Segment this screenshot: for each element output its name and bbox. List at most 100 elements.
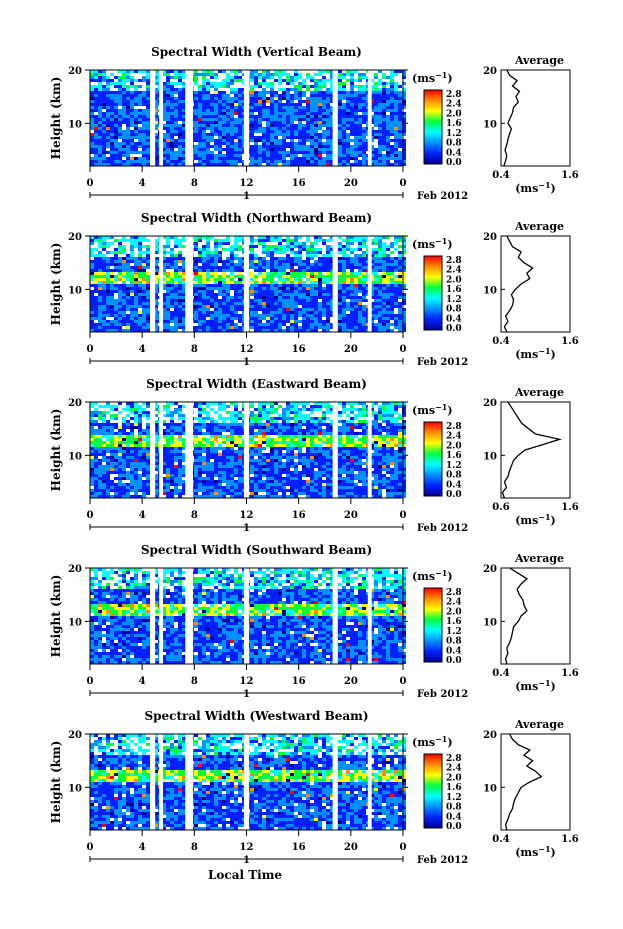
colorbar-tick-label: 0.4 <box>446 148 462 158</box>
profile-x-tick-label: 1.6 <box>561 336 578 347</box>
profile-title: Average <box>514 386 564 399</box>
x-tick-label: 12 <box>240 510 254 521</box>
panel-title: Spectral Width (Vertical Beam) <box>151 45 362 59</box>
x-tick-label: 0 <box>400 842 407 853</box>
profile-frame <box>500 733 571 831</box>
colorbar-tick-label: 1.2 <box>446 793 462 803</box>
profile-x-tick-label: 1.6 <box>561 502 578 513</box>
x-tick-label: 0 <box>87 344 94 355</box>
panel-title: Spectral Width (Westward Beam) <box>144 709 368 723</box>
profile-frame <box>500 567 571 665</box>
x-tick-label: 20 <box>344 842 358 853</box>
data-gap <box>243 568 250 664</box>
colorbar-tick-label: 0.8 <box>446 305 462 315</box>
y-tick-label: 10 <box>68 617 82 628</box>
colorbar-tick-label: 2.4 <box>446 764 462 774</box>
panel-2: Spectral Width (Northward Beam)2010Heigh… <box>49 211 579 368</box>
profile-y-tick-label: 10 <box>483 285 497 296</box>
colorbar-tick-label: 1.6 <box>446 617 462 627</box>
colorbar-tick-label: 2.0 <box>446 441 462 451</box>
colorbar-unit: (ms−1) <box>412 402 453 417</box>
date-label: Feb 2012 <box>417 191 468 202</box>
date-tick-label: 1 <box>243 855 250 866</box>
x-tick-label: 12 <box>240 676 254 687</box>
profile-y-tick-label: 20 <box>483 564 497 575</box>
panel-title: Spectral Width (Eastward Beam) <box>146 377 367 391</box>
colorbar-tick-label: 0.0 <box>446 490 462 500</box>
data-gap <box>159 734 164 830</box>
x-tick-label: 8 <box>191 510 198 521</box>
y-tick-label: 10 <box>68 783 82 794</box>
colorbar <box>423 421 443 497</box>
y-axis-label: Height (km) <box>49 77 63 160</box>
x-tick-label: 20 <box>344 510 358 521</box>
panel-1: Spectral Width (Vertical Beam)2010Height… <box>49 45 579 202</box>
data-gap <box>367 70 372 166</box>
x-tick-label: 0 <box>87 178 94 189</box>
x-tick-label: 0 <box>400 676 407 687</box>
y-tick-label: 20 <box>68 564 82 575</box>
profile-x-label: (ms−1) <box>515 678 556 693</box>
x-tick-label: 20 <box>344 344 358 355</box>
colorbar-unit: (ms−1) <box>412 70 453 85</box>
x-tick-label: 4 <box>139 842 146 853</box>
data-gap <box>185 402 194 498</box>
profile-x-label: (ms−1) <box>515 512 556 527</box>
profile-x-tick-label: 1.6 <box>561 834 578 845</box>
profile-line <box>504 733 543 831</box>
data-gap <box>159 70 164 166</box>
profile-y-tick-label: 20 <box>483 398 497 409</box>
colorbar-tick-label: 0.0 <box>446 158 462 168</box>
profile-title: Average <box>514 552 564 565</box>
colorbar-tick-label: 2.0 <box>446 275 462 285</box>
colorbar-tick-label: 0.0 <box>446 324 462 334</box>
data-gap <box>243 70 250 166</box>
profile-title: Average <box>514 718 564 731</box>
colorbar <box>423 753 443 829</box>
data-gap <box>332 568 338 664</box>
colorbar-tick-label: 2.8 <box>446 256 462 266</box>
data-gap <box>159 402 164 498</box>
x-tick-label: 12 <box>240 178 254 189</box>
data-gap <box>149 236 156 332</box>
colorbar-tick-label: 2.0 <box>446 773 462 783</box>
colorbar-tick-label: 2.8 <box>446 90 462 100</box>
x-tick-label: 4 <box>139 178 146 189</box>
x-tick-label: 16 <box>292 842 306 853</box>
x-tick-label: 0 <box>400 510 407 521</box>
profile-x-tick-label: 0.4 <box>492 834 509 845</box>
colorbar-tick-label: 1.6 <box>446 451 462 461</box>
profile-x-tick-label: 0.4 <box>492 668 509 679</box>
profile-x-tick-label: 0.4 <box>492 336 509 347</box>
colorbar-tick-label: 1.2 <box>446 461 462 471</box>
colorbar-tick-label: 1.6 <box>446 783 462 793</box>
colorbar-tick-label: 0.0 <box>446 656 462 666</box>
colorbar-unit: (ms−1) <box>412 568 453 583</box>
y-tick-label: 20 <box>68 730 82 741</box>
data-gap <box>332 402 338 498</box>
x-tick-label: 0 <box>400 178 407 189</box>
x-tick-label: 12 <box>240 842 254 853</box>
data-gap <box>185 236 194 332</box>
colorbar-tick-label: 0.0 <box>446 822 462 832</box>
colorbar-tick-label: 1.2 <box>446 295 462 305</box>
colorbar-tick-label: 2.0 <box>446 109 462 119</box>
colorbar-tick-label: 1.2 <box>446 627 462 637</box>
panel-title: Spectral Width (Southward Beam) <box>141 543 372 557</box>
heatmap-field <box>90 734 406 830</box>
data-gap <box>159 236 164 332</box>
colorbar-tick-label: 0.8 <box>446 803 462 813</box>
data-gap <box>185 70 194 166</box>
colorbar-tick-label: 1.2 <box>446 129 462 139</box>
data-gap <box>243 236 250 332</box>
profile-title: Average <box>514 54 564 67</box>
profile-x-label: (ms−1) <box>515 180 556 195</box>
y-tick-label: 20 <box>68 232 82 243</box>
y-tick-label: 20 <box>68 398 82 409</box>
date-tick-label: 1 <box>243 523 250 534</box>
profile-line <box>503 69 521 167</box>
data-gap <box>159 568 164 664</box>
date-tick-label: 1 <box>243 357 250 368</box>
x-tick-label: 20 <box>344 676 358 687</box>
date-label: Feb 2012 <box>417 357 468 368</box>
